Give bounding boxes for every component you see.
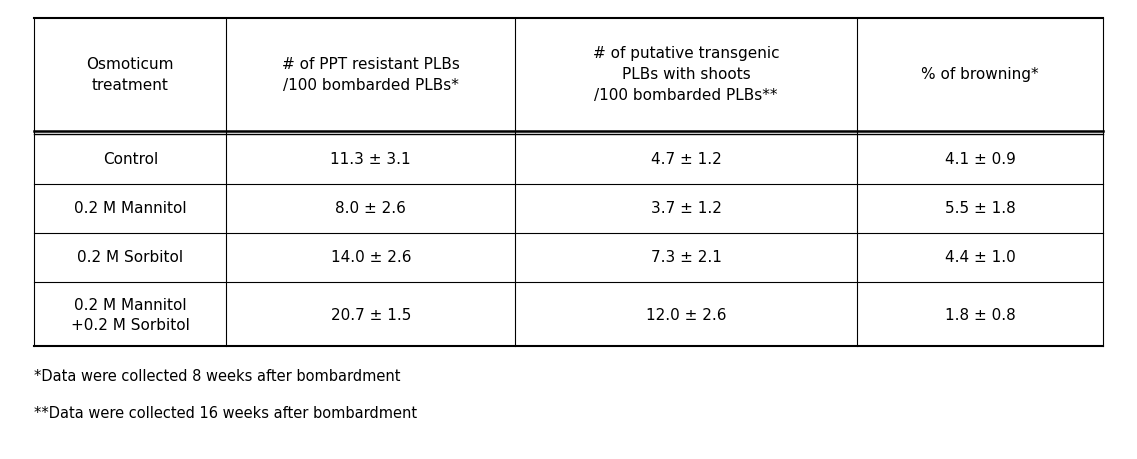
Text: 0.2 M Mannitol
+0.2 M Sorbitol: 0.2 M Mannitol +0.2 M Sorbitol [70, 298, 190, 333]
Text: 4.4 ± 1.0: 4.4 ± 1.0 [945, 250, 1015, 265]
Text: 11.3 ± 3.1: 11.3 ± 3.1 [331, 151, 412, 167]
Text: 14.0 ± 2.6: 14.0 ± 2.6 [331, 250, 412, 265]
Text: Control: Control [102, 151, 158, 167]
Text: # of PPT resistant PLBs
/100 bombarded PLBs*: # of PPT resistant PLBs /100 bombarded P… [282, 56, 459, 93]
Text: 5.5 ± 1.8: 5.5 ± 1.8 [945, 201, 1015, 216]
Text: 4.1 ± 0.9: 4.1 ± 0.9 [945, 151, 1015, 167]
Text: *Data were collected 8 weeks after bombardment: *Data were collected 8 weeks after bomba… [34, 369, 400, 384]
Text: 0.2 M Mannitol: 0.2 M Mannitol [74, 201, 186, 216]
Text: 3.7 ± 1.2: 3.7 ± 1.2 [650, 201, 722, 216]
Text: 4.7 ± 1.2: 4.7 ± 1.2 [650, 151, 722, 167]
Text: 20.7 ± 1.5: 20.7 ± 1.5 [331, 308, 410, 323]
Text: **Data were collected 16 weeks after bombardment: **Data were collected 16 weeks after bom… [34, 406, 417, 421]
Text: 8.0 ± 2.6: 8.0 ± 2.6 [335, 201, 406, 216]
Text: # of putative transgenic
PLBs with shoots
/100 bombarded PLBs**: # of putative transgenic PLBs with shoot… [592, 46, 779, 103]
Text: % of browning*: % of browning* [921, 67, 1039, 82]
Text: 0.2 M Sorbitol: 0.2 M Sorbitol [77, 250, 183, 265]
Text: Osmoticum
treatment: Osmoticum treatment [86, 56, 174, 93]
Text: 1.8 ± 0.8: 1.8 ± 0.8 [945, 308, 1015, 323]
Text: 12.0 ± 2.6: 12.0 ± 2.6 [646, 308, 727, 323]
Text: 7.3 ± 2.1: 7.3 ± 2.1 [650, 250, 722, 265]
